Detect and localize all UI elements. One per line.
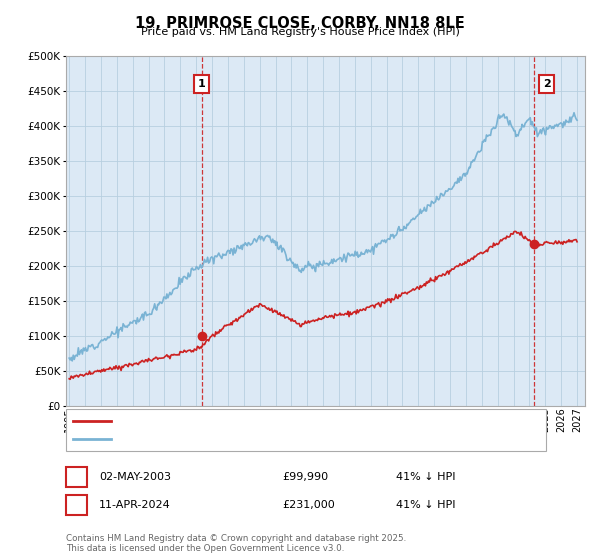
Text: 41% ↓ HPI: 41% ↓ HPI [396, 500, 455, 510]
Text: Contains HM Land Registry data © Crown copyright and database right 2025.
This d: Contains HM Land Registry data © Crown c… [66, 534, 406, 553]
Text: Price paid vs. HM Land Registry's House Price Index (HPI): Price paid vs. HM Land Registry's House … [140, 27, 460, 37]
Text: £231,000: £231,000 [282, 500, 335, 510]
Text: 19, PRIMROSE CLOSE, CORBY, NN18 8LE (detached house): 19, PRIMROSE CLOSE, CORBY, NN18 8LE (det… [117, 416, 422, 426]
Text: 11-APR-2024: 11-APR-2024 [99, 500, 171, 510]
Text: 2: 2 [543, 79, 550, 89]
Text: 02-MAY-2003: 02-MAY-2003 [99, 472, 171, 482]
Text: 1: 1 [198, 79, 206, 89]
Text: £99,990: £99,990 [282, 472, 328, 482]
Text: 2: 2 [73, 500, 80, 510]
Text: 19, PRIMROSE CLOSE, CORBY, NN18 8LE: 19, PRIMROSE CLOSE, CORBY, NN18 8LE [135, 16, 465, 31]
Text: HPI: Average price, detached house, North Northamptonshire: HPI: Average price, detached house, Nort… [117, 434, 437, 444]
Text: 1: 1 [73, 472, 80, 482]
Text: 41% ↓ HPI: 41% ↓ HPI [396, 472, 455, 482]
